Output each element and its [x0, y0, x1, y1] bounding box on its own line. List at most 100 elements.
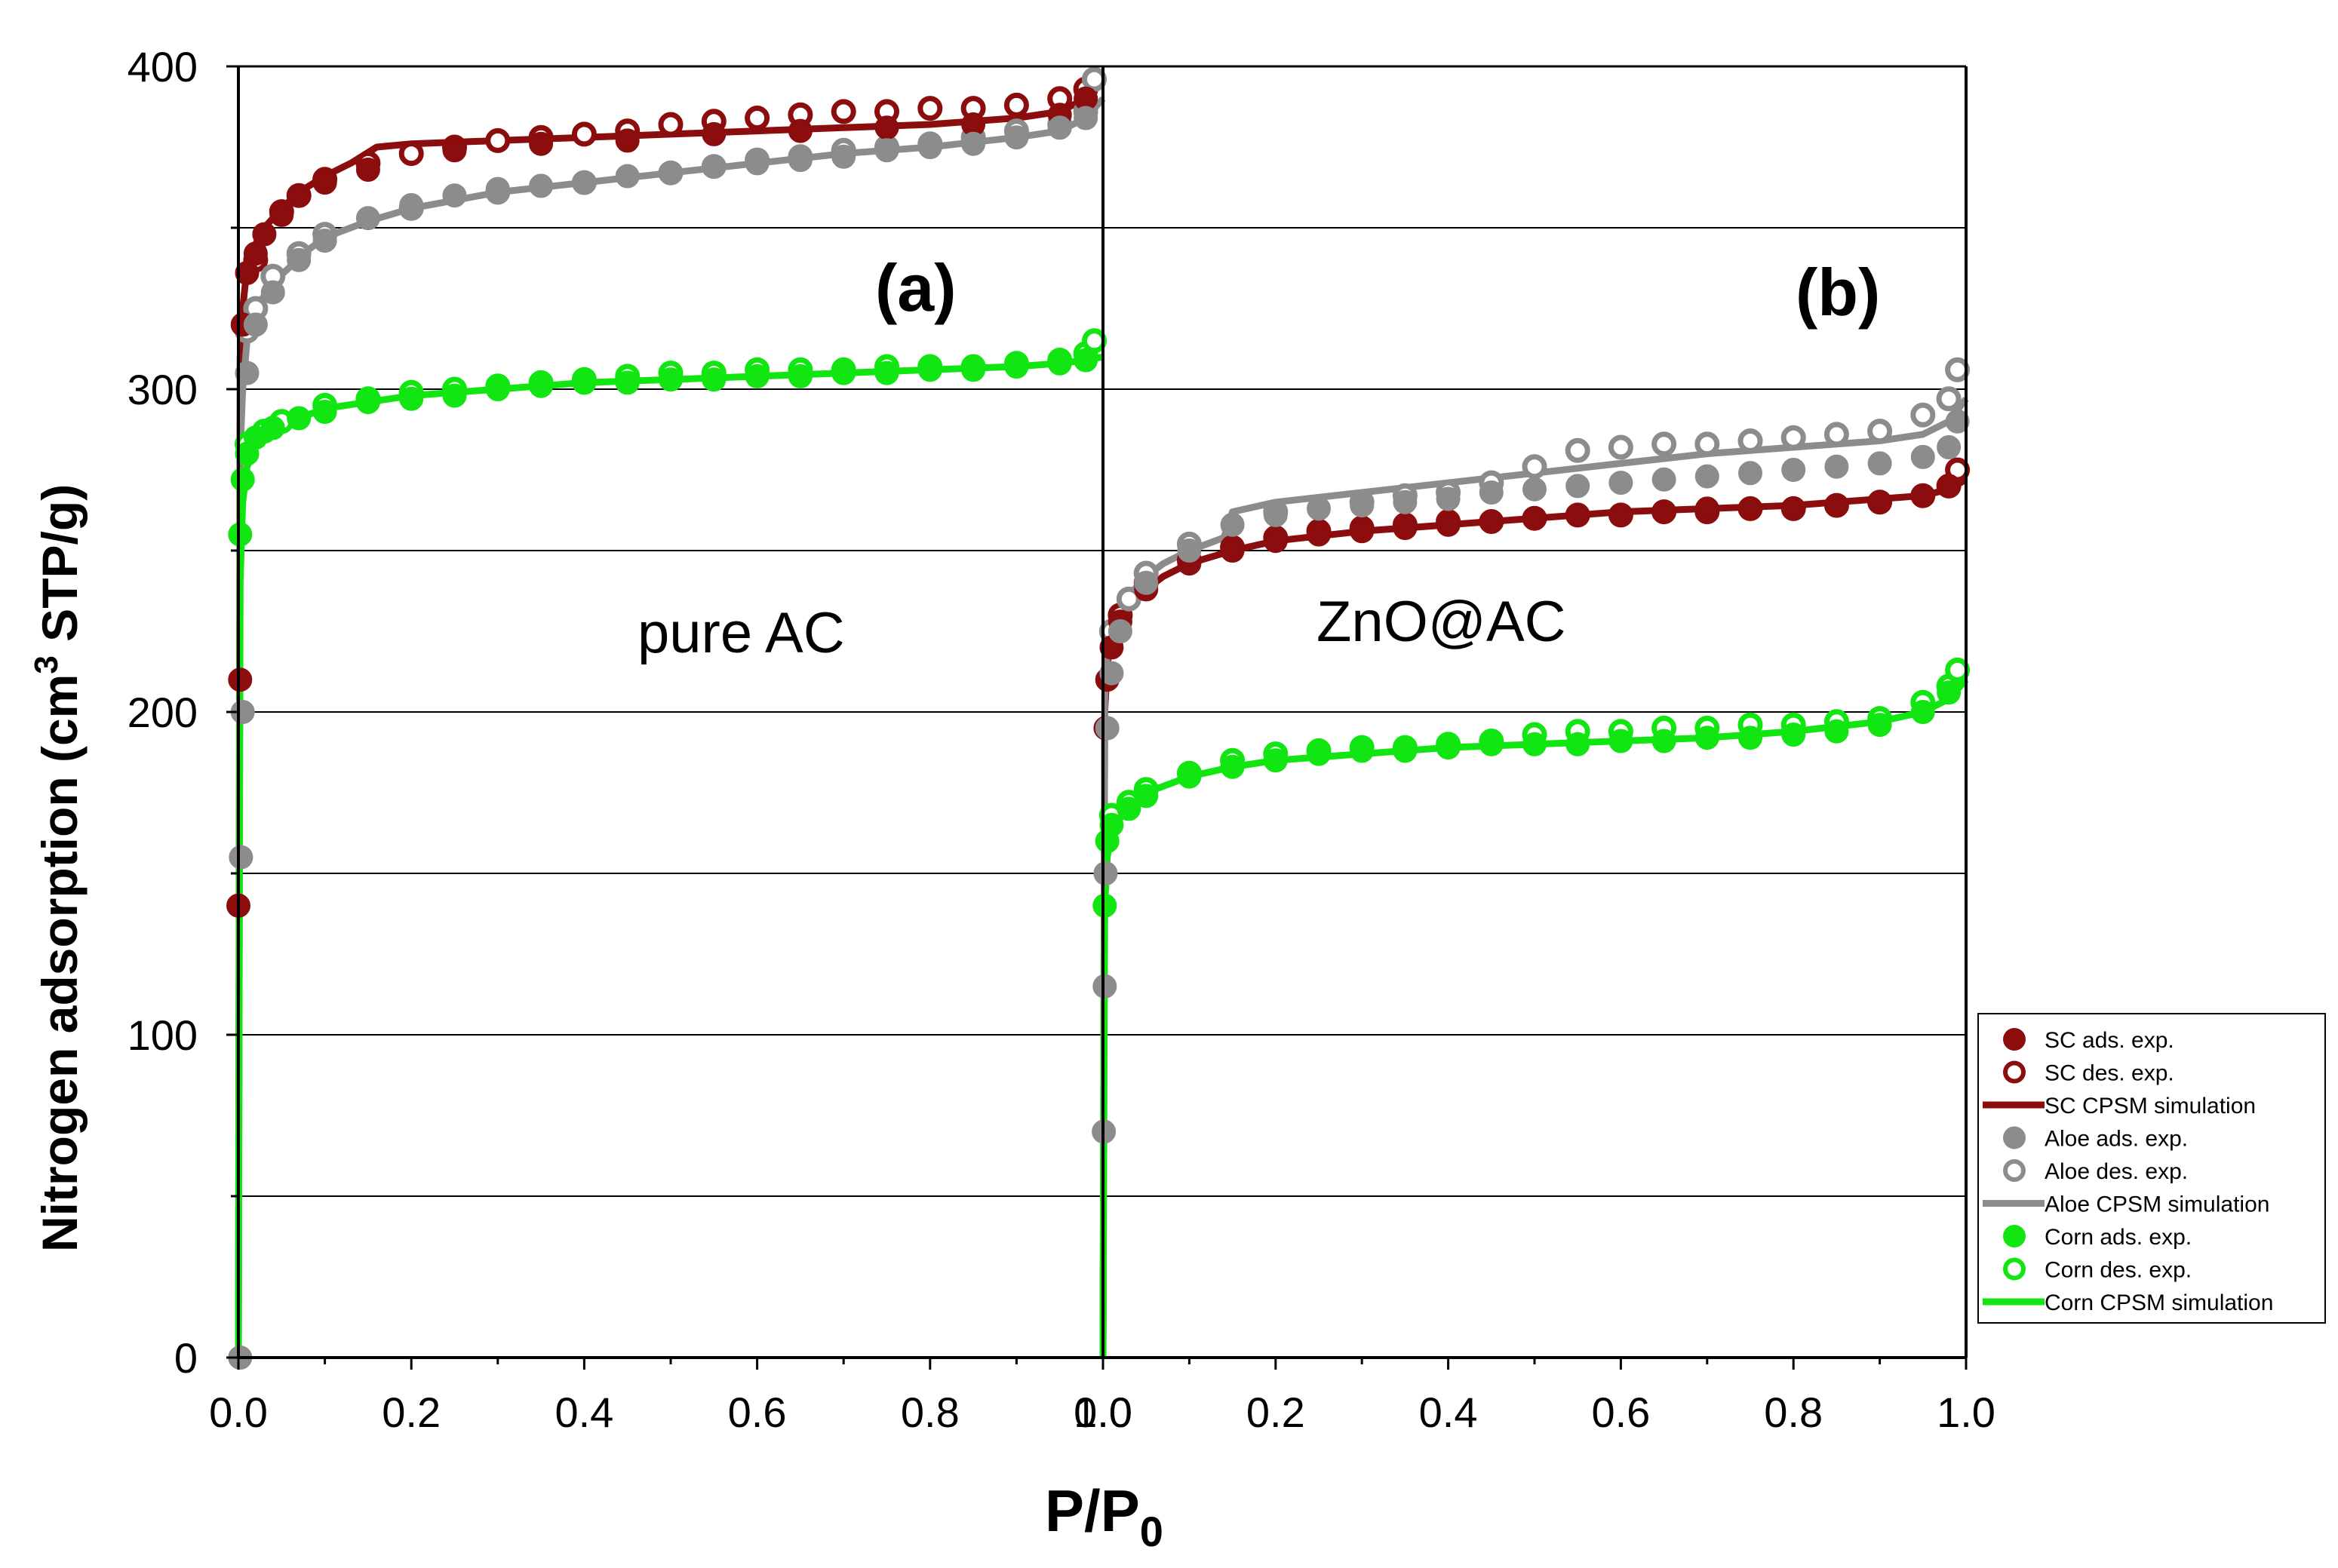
panel-b-label: (b): [1796, 255, 1880, 330]
panel-a-note: pure AC: [637, 601, 845, 665]
data-point: [1479, 509, 1504, 534]
data-point: [615, 128, 640, 153]
data-point: [312, 400, 337, 424]
legend-label: Corn ads. exp.: [2045, 1225, 2192, 1250]
data-point: [1263, 529, 1288, 554]
data-point: [1099, 812, 1124, 837]
data-point: [1092, 974, 1117, 999]
data-point: [1263, 502, 1288, 527]
data-point: [1608, 471, 1633, 496]
data-point: [1824, 493, 1849, 518]
data-point: [1651, 467, 1676, 492]
data-point: [961, 131, 986, 156]
data-point: [1867, 489, 1892, 514]
data-point: [745, 151, 770, 176]
data-point: [1522, 477, 1547, 502]
legend-label: Corn des. exp.: [2045, 1258, 2192, 1283]
x-tick-label: 1.0: [1074, 1388, 1132, 1436]
data-point: [1694, 496, 1719, 521]
y-tick-label: 200: [127, 689, 198, 736]
data-point: [1350, 519, 1375, 544]
data-point: [1093, 861, 1118, 885]
data-point: [1047, 351, 1072, 376]
data-point: [1824, 454, 1849, 479]
data-point: [658, 112, 684, 137]
data-point: [1651, 431, 1677, 457]
data-point: [1945, 409, 1970, 434]
legend-label: SC des. exp.: [2045, 1061, 2174, 1086]
data-point: [615, 164, 640, 189]
data-point: [1393, 516, 1418, 540]
data-point: [1177, 539, 1202, 563]
data-point: [1694, 431, 1720, 457]
data-point: [235, 361, 260, 385]
data-point: [874, 361, 899, 385]
data-point: [442, 183, 467, 208]
data-point: [312, 170, 337, 195]
data-point: [229, 845, 253, 870]
x-tick-label: 1.0: [1937, 1388, 1995, 1436]
data-point: [1780, 425, 1806, 450]
legend: SC ads. exp. SC des. exp. SC CPSM simulati…: [1977, 1013, 2326, 1324]
data-point: [485, 176, 510, 201]
data-point: [1393, 738, 1418, 763]
data-point: [1220, 754, 1245, 779]
x-tick-label: 0.6: [728, 1388, 787, 1436]
data-point: [529, 131, 554, 156]
data-point: [1003, 92, 1029, 118]
data-point: [1867, 419, 1893, 444]
data-point: [788, 118, 813, 143]
data-point: [287, 247, 312, 272]
panel-b-note: ZnO@AC: [1316, 590, 1566, 654]
x-axis-title-main: P/P: [1045, 1477, 1140, 1544]
data-point: [252, 222, 277, 247]
data-point: [1082, 66, 1107, 92]
data-point: [1307, 496, 1331, 521]
data-point: [1651, 729, 1676, 753]
data-point: [1307, 522, 1331, 547]
data-point: [917, 135, 942, 159]
data-point: [529, 173, 554, 198]
legend-swatch-filled: [2003, 1225, 2026, 1247]
series-corn-filled: [1092, 680, 1962, 918]
data-point: [1781, 496, 1806, 521]
data-point: [1738, 496, 1762, 521]
data-point: [788, 148, 813, 173]
series-sc-filled: [226, 86, 1098, 918]
data-point: [1393, 489, 1418, 514]
data-point: [1522, 732, 1547, 756]
data-point: [1092, 893, 1117, 918]
x-tick-label: 0.8: [901, 1388, 960, 1436]
x-tick-label: 0.6: [1591, 1388, 1650, 1436]
data-point: [312, 229, 337, 253]
data-point: [1004, 125, 1029, 150]
data-point: [1350, 738, 1375, 763]
data-point: [1117, 796, 1141, 821]
data-point: [1694, 464, 1719, 489]
data-point: [745, 106, 770, 130]
legend-box: [1977, 1013, 2326, 1324]
data-point: [1738, 461, 1762, 486]
data-point: [1910, 444, 1935, 469]
data-point: [659, 367, 683, 392]
data-point: [485, 127, 511, 153]
series-corn-line: [1099, 677, 1969, 1358]
x-tick-label: 0.4: [555, 1388, 613, 1436]
legend-label: SC ads. exp.: [2045, 1028, 2174, 1053]
x-tick-label: 0.0: [209, 1388, 268, 1436]
series-line: [235, 353, 1104, 1358]
data-point: [874, 138, 899, 163]
x-axis-title-sub: 0: [1140, 1508, 1163, 1555]
data-point: [1095, 716, 1120, 741]
data-point: [1608, 729, 1633, 753]
data-point: [1824, 719, 1849, 744]
data-point: [442, 383, 467, 408]
legend-label: Aloe des. exp.: [2045, 1159, 2188, 1184]
data-point: [1436, 512, 1461, 537]
y-tick-label: 400: [127, 43, 198, 91]
data-point: [1565, 732, 1590, 756]
legend-swatch-open: [2003, 1159, 2026, 1182]
data-point: [571, 121, 597, 147]
legend-label: Aloe CPSM simulation: [2045, 1192, 2269, 1217]
series-corn-line: [235, 353, 1104, 1358]
